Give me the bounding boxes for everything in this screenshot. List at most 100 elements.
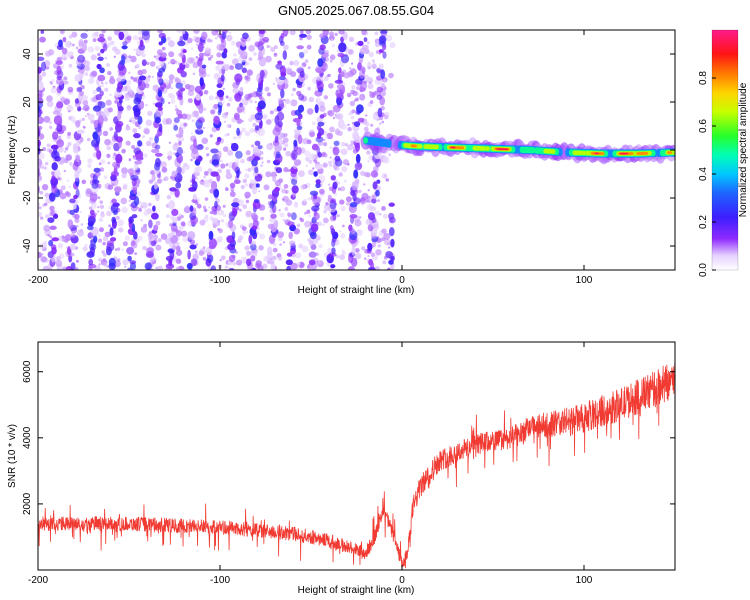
noise-haze-dot [45, 214, 50, 219]
noise-haze-dot [329, 35, 335, 41]
noise-blob [108, 257, 116, 267]
noise-blob [291, 178, 298, 186]
noise-haze-dot [291, 93, 294, 96]
noise-haze-dot [328, 183, 331, 186]
signal-core [581, 150, 587, 156]
noise-haze-dot [296, 261, 301, 266]
noise-haze-dot [248, 44, 256, 52]
noise-haze-dot [163, 176, 169, 181]
noise-haze-dot [381, 228, 387, 234]
noise-haze-dot [64, 80, 69, 85]
noise-haze-dot [245, 150, 251, 156]
noise-haze-dot [342, 224, 345, 228]
noise-haze-dot [187, 90, 194, 97]
noise-blob [172, 217, 178, 223]
noise-haze-dot [306, 139, 312, 145]
noise-haze-dot [67, 131, 72, 136]
noise-haze-dot [232, 87, 239, 94]
noise-haze-dot [126, 35, 132, 41]
noise-blob [237, 105, 245, 113]
noise-blob [198, 52, 205, 58]
noise-blob [155, 157, 161, 168]
noise-haze-dot [109, 75, 114, 80]
noise-blob [291, 185, 299, 194]
noise-haze-dot [63, 169, 66, 173]
noise-blob [353, 169, 359, 179]
noise-blob [175, 82, 183, 89]
noise-blob [254, 140, 261, 146]
noise-blob [122, 41, 128, 46]
noise-blob [151, 212, 159, 220]
noise-blob [210, 180, 218, 191]
noise-haze-dot [240, 184, 245, 190]
noise-blob [322, 30, 329, 37]
noise-haze-dot [167, 155, 172, 160]
noise-blob [148, 231, 153, 240]
noise-haze-dot [341, 166, 348, 173]
noise-haze-dot [109, 127, 114, 131]
noise-blob [267, 246, 273, 256]
noise-blob [378, 49, 384, 54]
noise-haze-dot [258, 245, 264, 251]
noise-haze-dot [383, 232, 391, 240]
noise-haze-dot [264, 86, 270, 92]
noise-haze-dot [327, 160, 333, 165]
noise-haze-dot [209, 210, 214, 215]
noise-haze-dot [241, 127, 247, 133]
noise-haze-dot [349, 68, 357, 76]
colorbar-ticks: 0.0 0.2 0.4 0.6 0.8 [698, 71, 716, 277]
noise-haze-dot [308, 159, 313, 164]
noise-haze-dot [109, 77, 116, 85]
noise-haze-dot [100, 81, 104, 84]
noise-haze-dot [317, 167, 324, 175]
x-tick-label: 100 [576, 575, 593, 586]
noise-blob [298, 51, 305, 59]
noise-haze-dot [377, 244, 381, 248]
noise-haze-dot [227, 97, 233, 102]
noise-blob [367, 212, 376, 221]
noise-blob [270, 213, 277, 219]
noise-haze-dot [339, 254, 345, 260]
noise-haze-dot [216, 236, 223, 243]
noise-blob [154, 102, 163, 108]
noise-haze-dot [337, 187, 341, 191]
noise-blob [351, 245, 356, 256]
noise-blob [370, 252, 375, 257]
noise-haze-dot [360, 197, 366, 202]
noise-haze-dot [213, 104, 219, 109]
noise-blob [373, 194, 377, 200]
noise-haze-dot [88, 77, 95, 85]
noise-haze-dot [203, 171, 209, 176]
noise-blob [357, 40, 364, 47]
noise-blob [99, 90, 104, 97]
noise-haze-dot [248, 99, 253, 104]
noise-haze-dot [175, 245, 181, 251]
noise-blob [151, 148, 160, 154]
noise-haze-dot [289, 187, 292, 190]
noise-haze-dot [271, 118, 274, 122]
noise-blob [215, 60, 224, 65]
colorbar-tick-label: 0.4 [698, 167, 709, 181]
noise-haze-dot [66, 104, 74, 112]
noise-haze-dot [76, 225, 79, 228]
noise-haze-dot [72, 43, 75, 47]
noise-haze-dot [114, 99, 119, 104]
noise-blob [48, 239, 54, 247]
noise-haze-dot [304, 220, 311, 228]
noise-haze-dot [132, 77, 138, 82]
noise-blob [335, 113, 341, 119]
noise-haze-dot [152, 102, 155, 105]
noise-haze-dot [148, 75, 151, 78]
noise-blob [234, 73, 243, 83]
noise-haze-dot [273, 242, 277, 247]
noise-blob [292, 117, 301, 123]
noise-haze-dot [244, 183, 248, 187]
signal-core [557, 147, 563, 157]
noise-haze-dot [183, 206, 191, 214]
noise-haze-dot [343, 179, 347, 183]
noise-haze-dot [351, 85, 356, 90]
noise-blob [126, 247, 135, 255]
noise-haze-dot [246, 156, 252, 162]
noise-blob [158, 123, 163, 133]
noise-haze-dot [384, 238, 391, 246]
